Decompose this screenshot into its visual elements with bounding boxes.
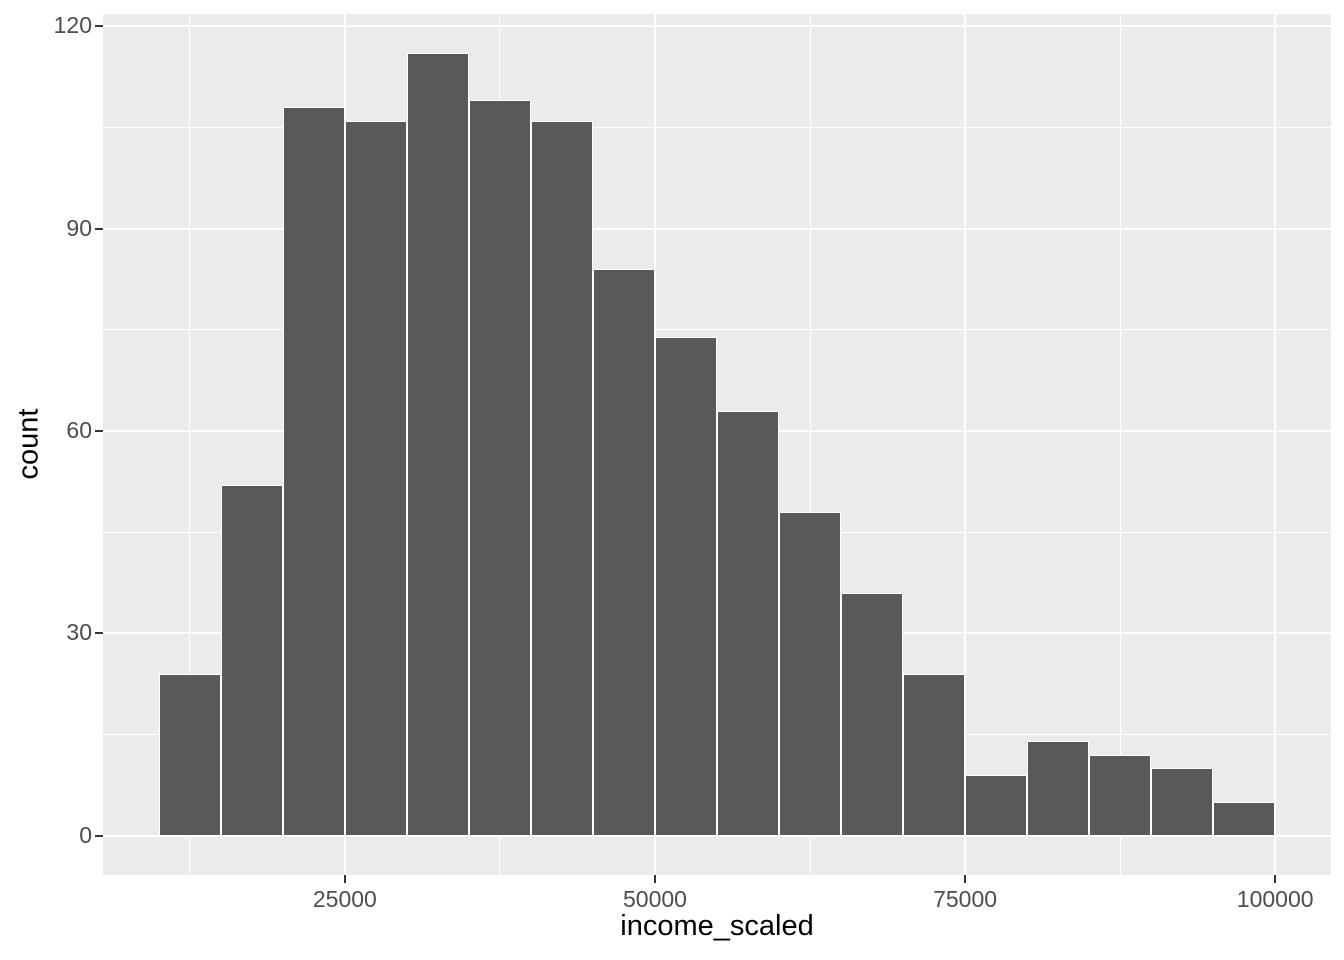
histogram-bar [903,673,966,836]
histogram-bar [1213,802,1276,836]
y-major-gridline [103,227,1331,230]
histogram-bar [592,269,655,836]
histogram-bar [717,410,780,836]
x-minor-gridline [189,14,191,875]
x-tick-label: 100000 [1236,886,1314,912]
y-minor-gridline [103,329,1331,331]
histogram-bar [220,484,283,836]
y-tick-label: 0 [79,821,92,848]
x-minor-gridline [1119,14,1121,875]
y-tick-label: 90 [66,214,92,241]
histogram-bar [406,53,469,836]
y-tick-mark [95,430,103,432]
x-tick-mark [653,875,656,883]
y-tick-label: 120 [53,12,92,39]
histogram-bar [1027,741,1090,836]
histogram-bar [965,775,1028,836]
y-axis-title: count [12,408,45,480]
histogram-bar [468,100,531,836]
histogram-bar [654,336,717,836]
x-minor-gridline [809,14,811,875]
histogram-bar [530,120,593,836]
histogram-bar [779,511,842,836]
histogram-bar [282,107,345,836]
y-major-gridline [103,834,1331,837]
histogram-bar [344,120,407,836]
x-tick-label: 25000 [312,886,377,912]
x-tick-mark [964,875,967,883]
y-tick-label: 60 [66,417,92,444]
y-minor-gridline [103,126,1331,128]
histogram-bar [1089,754,1152,836]
y-major-gridline [103,25,1331,28]
histogram-bar [1151,768,1214,836]
y-tick-label: 30 [66,619,92,646]
x-tick-mark [343,875,346,883]
x-major-gridline [964,14,967,875]
y-tick-mark [95,25,103,28]
histogram-bar [158,673,221,836]
x-tick-label: 50000 [622,886,687,912]
x-axis-title: income_scaled [620,910,814,942]
x-tick-label: 75000 [933,886,998,912]
x-tick-mark [1274,875,1277,883]
y-tick-mark [95,632,103,635]
y-tick-mark [95,834,103,837]
plot-panel [103,14,1331,875]
histogram-bar [841,592,904,836]
y-tick-mark [95,227,103,230]
x-major-gridline [1274,14,1277,875]
